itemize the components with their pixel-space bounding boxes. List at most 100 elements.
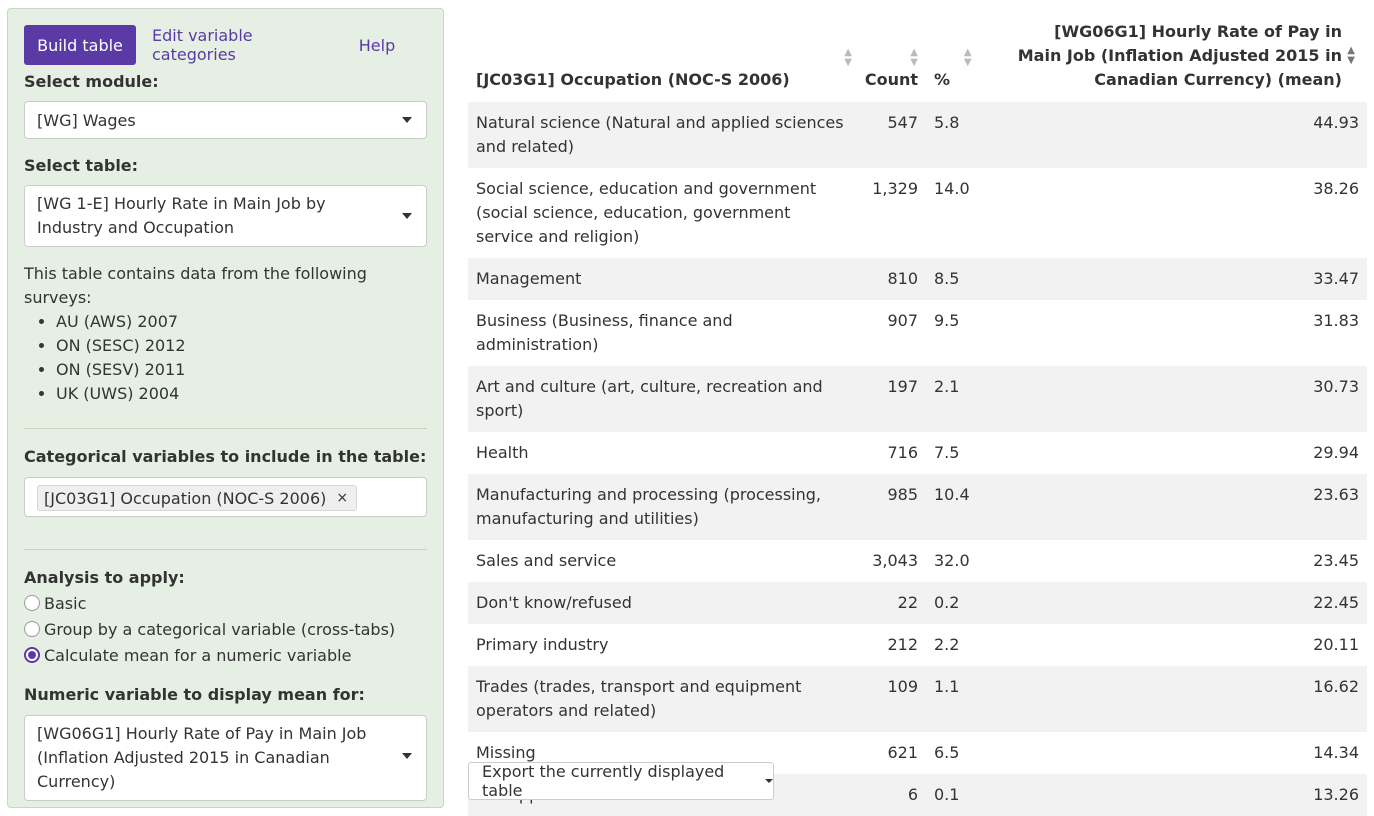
column-header-percent[interactable]: % ▲ ▼: [926, 0, 978, 102]
cell-count: 3,043: [872, 551, 918, 570]
cell-count: 197: [887, 377, 918, 396]
cell-percent: 5.8: [934, 113, 960, 132]
cell-occupation: Health: [476, 443, 529, 462]
sort-icon[interactable]: ▲ ▼: [910, 47, 918, 68]
cell-occupation: Business (Business, finance and administ…: [476, 311, 733, 354]
cell-percent: 0.1: [934, 785, 960, 804]
cell-percent: 32.0: [934, 551, 970, 570]
categorical-label: Categorical variables to include in the …: [24, 447, 427, 466]
export-table-button[interactable]: Export the currently displayed table: [468, 762, 774, 800]
module-select[interactable]: [WG] Wages: [24, 101, 427, 139]
remove-tag-icon[interactable]: ×: [336, 490, 349, 506]
cell-count: 547: [887, 113, 918, 132]
cell-count: 1,329: [872, 179, 918, 198]
analysis-option-basic[interactable]: Basic: [24, 590, 427, 616]
radio-button[interactable]: [24, 595, 40, 611]
cell-percent: 7.5: [934, 443, 960, 462]
column-header-count[interactable]: Count ▲ ▼: [856, 0, 926, 102]
cell-occupation: Primary industry: [476, 635, 609, 654]
numeric-variable-select[interactable]: [WG06G1] Hourly Rate of Pay in Main Job …: [24, 715, 427, 801]
header-label: [WG06G1] Hourly Rate of Pay in Main Job …: [1017, 22, 1342, 89]
sort-icon[interactable]: ▲ ▼: [1347, 45, 1355, 66]
cell-count: 621: [887, 743, 918, 762]
cell-occupation: Missing: [476, 743, 536, 762]
survey-item: AU (AWS) 2007: [56, 310, 427, 334]
results-area: [JC03G1] Occupation (NOC-S 2006) ▲ ▼ Coun…: [468, 0, 1367, 816]
table-row: Management 810 8.5 33.47: [468, 258, 1367, 300]
cell-mean-pay: 31.83: [1313, 311, 1359, 330]
categorical-variables-input[interactable]: [JC03G1] Occupation (NOC-S 2006) ×: [24, 477, 427, 517]
results-table: [JC03G1] Occupation (NOC-S 2006) ▲ ▼ Coun…: [468, 0, 1367, 816]
table-row: Don't know/refused 22 0.2 22.45: [468, 582, 1367, 624]
tab-build-table[interactable]: Build table: [24, 25, 136, 65]
table-row: Art and culture (art, culture, recreatio…: [468, 366, 1367, 432]
cell-mean-pay: 30.73: [1313, 377, 1359, 396]
table-row: Business (Business, finance and administ…: [468, 300, 1367, 366]
cell-percent: 10.4: [934, 485, 970, 504]
analysis-option-cross-tabs[interactable]: Group by a categorical variable (cross-t…: [24, 616, 427, 642]
chevron-down-icon: [402, 213, 412, 219]
cell-occupation: Manufacturing and processing (processing…: [476, 485, 821, 528]
survey-item: ON (SESC) 2012: [56, 334, 427, 358]
cell-mean-pay: 16.62: [1313, 677, 1359, 696]
cell-mean-pay: 13.26: [1313, 785, 1359, 804]
cell-count: 212: [887, 635, 918, 654]
table-body: Natural science (Natural and applied sci…: [468, 102, 1367, 816]
tab-help[interactable]: Help: [358, 35, 396, 55]
sort-icon[interactable]: ▲ ▼: [963, 47, 972, 68]
cell-percent: 0.2: [934, 593, 960, 612]
analysis-option-mean[interactable]: Calculate mean for a numeric variable: [24, 642, 427, 668]
cell-percent: 14.0: [934, 179, 970, 198]
table-row: Natural science (Natural and applied sci…: [468, 102, 1367, 168]
analysis-radio-group: Basic Group by a categorical variable (c…: [24, 590, 427, 668]
survey-item: ON (SESV) 2011: [56, 358, 427, 382]
cell-mean-pay: 38.26: [1313, 179, 1359, 198]
cell-count: 22: [897, 593, 918, 612]
table-row: Social science, education and government…: [468, 168, 1367, 258]
table-row: Primary industry 212 2.2 20.11: [468, 624, 1367, 666]
cell-mean-pay: 20.11: [1313, 635, 1359, 654]
radio-button-selected[interactable]: [24, 647, 40, 663]
tag-label: [JC03G1] Occupation (NOC-S 2006): [44, 488, 327, 508]
table-select-value: [WG 1-E] Hourly Rate in Main Job by Indu…: [37, 194, 326, 237]
cell-count: 907: [887, 311, 918, 330]
table-header-row: [JC03G1] Occupation (NOC-S 2006) ▲ ▼ Coun…: [468, 0, 1367, 102]
cell-occupation: Management: [476, 269, 582, 288]
cell-occupation: Art and culture (art, culture, recreatio…: [476, 377, 823, 420]
tab-edit-variable-categories[interactable]: Edit variable categories: [152, 26, 253, 64]
sort-icon[interactable]: ▲ ▼: [844, 47, 852, 68]
table-row: Sales and service 3,043 32.0 23.45: [468, 540, 1367, 582]
export-button-label: Export the currently displayed table: [482, 762, 725, 800]
module-label: Select module:: [24, 72, 159, 91]
cell-count: 109: [887, 677, 918, 696]
surveys-intro: This table contains data from the follow…: [24, 264, 367, 307]
cell-mean-pay: 44.93: [1313, 113, 1359, 132]
table-select[interactable]: [WG 1-E] Hourly Rate in Main Job by Indu…: [24, 185, 427, 247]
column-header-occupation[interactable]: [JC03G1] Occupation (NOC-S 2006) ▲ ▼: [468, 0, 856, 102]
caret-down-icon: [765, 779, 773, 783]
cell-count: 810: [887, 269, 918, 288]
module-select-value: [WG] Wages: [37, 111, 136, 130]
cell-mean-pay: 22.45: [1313, 593, 1359, 612]
selected-variable-tag: [JC03G1] Occupation (NOC-S 2006) ×: [37, 485, 358, 511]
analysis-option-label: Group by a categorical variable (cross-t…: [44, 619, 396, 639]
cell-mean-pay: 33.47: [1313, 269, 1359, 288]
cell-percent: 6.5: [934, 743, 960, 762]
table-row: Manufacturing and processing (processing…: [468, 474, 1367, 540]
cell-occupation: Trades (trades, transport and equipment …: [476, 677, 802, 720]
table-select-label: Select table:: [24, 156, 139, 175]
numeric-variable-value: [WG06G1] Hourly Rate of Pay in Main Job …: [37, 724, 367, 791]
numeric-variable-label: Numeric variable to display mean for:: [24, 685, 365, 704]
divider: [24, 549, 427, 550]
column-header-mean-pay[interactable]: [WG06G1] Hourly Rate of Pay in Main Job …: [978, 0, 1367, 102]
cell-occupation: Don't know/refused: [476, 593, 632, 612]
survey-item: UK (UWS) 2004: [56, 382, 427, 406]
cell-percent: 2.1: [934, 377, 960, 396]
analysis-label: Analysis to apply:: [24, 568, 185, 587]
header-label: Count: [864, 70, 918, 89]
radio-button[interactable]: [24, 621, 40, 637]
sidebar-panel: Build table Edit variable categories Hel…: [7, 8, 444, 808]
cell-count: 716: [887, 443, 918, 462]
tab-bar: Build table Edit variable categories Hel…: [24, 25, 427, 65]
cell-mean-pay: 23.63: [1313, 485, 1359, 504]
